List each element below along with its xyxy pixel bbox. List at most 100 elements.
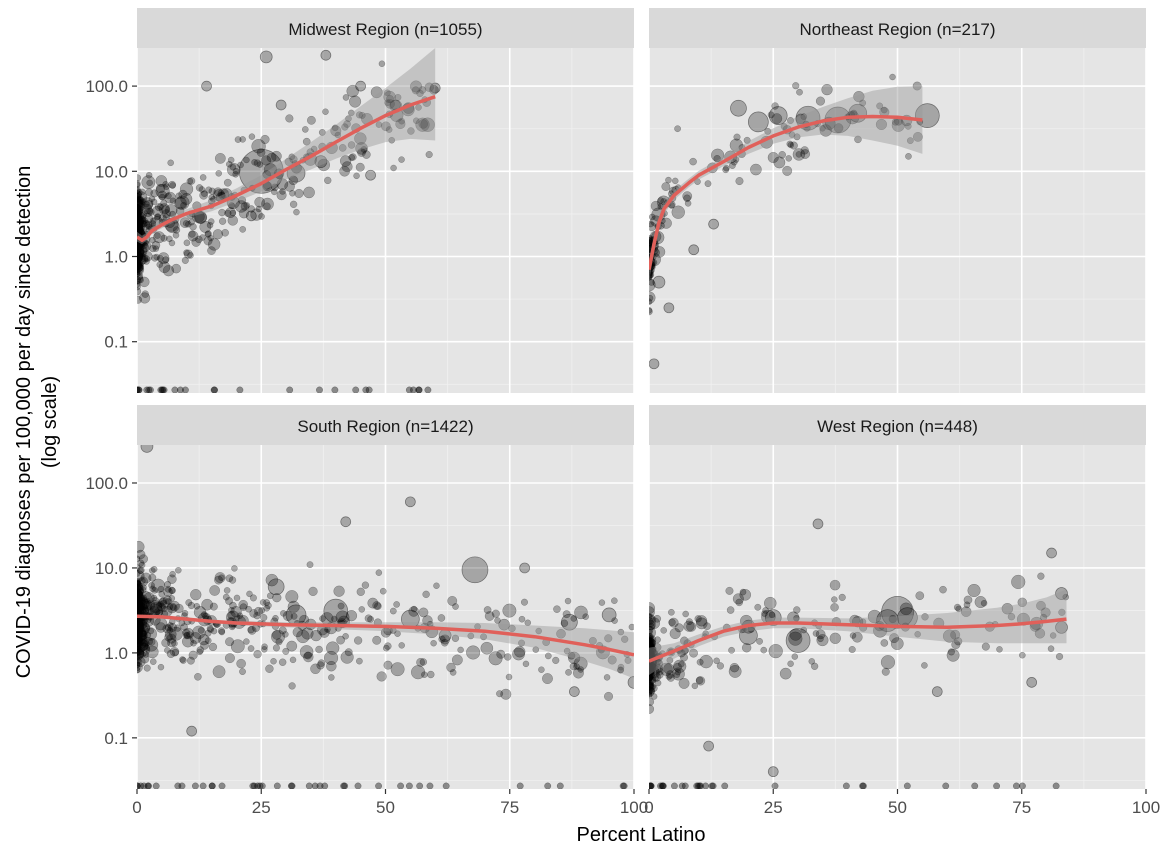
data-point xyxy=(137,590,141,598)
data-point xyxy=(154,213,161,221)
data-point xyxy=(206,625,214,632)
data-point xyxy=(196,646,205,654)
data-point xyxy=(164,580,172,588)
data-point xyxy=(649,665,656,673)
data-point xyxy=(137,216,142,225)
data-point xyxy=(172,226,181,234)
data-point xyxy=(222,593,230,601)
data-point xyxy=(649,648,653,655)
data-point xyxy=(438,635,446,643)
data-point-zero xyxy=(145,386,153,393)
data-point xyxy=(200,611,208,618)
data-point xyxy=(212,665,226,679)
data-point-large xyxy=(914,103,940,128)
data-point xyxy=(649,633,653,641)
data-point xyxy=(227,611,236,620)
data-point xyxy=(137,643,142,653)
facet-strip-label: South Region (n=1422) xyxy=(297,417,473,436)
data-point xyxy=(212,229,224,240)
data-point xyxy=(716,662,725,670)
data-point xyxy=(169,210,176,218)
data-point xyxy=(137,197,141,205)
data-point xyxy=(800,146,809,155)
data-point xyxy=(137,594,142,603)
data-point xyxy=(649,667,653,675)
data-point xyxy=(342,633,349,640)
data-point xyxy=(289,200,298,209)
data-point-zero xyxy=(199,782,207,789)
data-point xyxy=(208,194,216,201)
data-point xyxy=(187,601,196,610)
data-point xyxy=(732,156,740,163)
data-point xyxy=(649,298,653,306)
data-point xyxy=(830,603,839,612)
data-point xyxy=(649,619,656,631)
data-point xyxy=(764,127,772,135)
data-point xyxy=(139,188,146,196)
data-point xyxy=(659,662,673,676)
data-point xyxy=(376,671,387,682)
data-point xyxy=(137,635,144,650)
data-point-zero xyxy=(137,386,143,393)
data-point xyxy=(650,663,658,671)
data-point xyxy=(410,605,418,613)
data-point xyxy=(137,252,144,261)
data-point xyxy=(137,266,141,273)
data-point xyxy=(375,121,383,128)
data-point xyxy=(256,161,264,168)
data-point xyxy=(137,630,142,639)
data-point xyxy=(151,578,166,593)
data-point xyxy=(248,133,256,140)
data-point xyxy=(137,579,142,587)
data-point xyxy=(209,602,218,611)
data-point xyxy=(1040,607,1051,618)
data-point xyxy=(782,165,793,176)
data-point xyxy=(137,590,141,598)
data-point xyxy=(137,620,141,628)
data-point xyxy=(649,647,653,655)
data-point-zero xyxy=(258,782,266,789)
data-point xyxy=(137,657,142,665)
data-point xyxy=(145,600,156,610)
data-point xyxy=(649,662,657,674)
data-point-zero xyxy=(709,782,717,789)
data-point xyxy=(139,594,147,602)
data-point xyxy=(137,225,141,234)
data-point xyxy=(1062,593,1069,601)
data-point xyxy=(880,639,889,647)
data-point-zero xyxy=(903,782,911,789)
data-point xyxy=(137,598,147,612)
data-point-zero xyxy=(288,782,296,789)
data-point xyxy=(272,593,282,603)
data-point xyxy=(169,626,184,641)
data-point xyxy=(437,614,446,622)
data-point xyxy=(649,635,657,645)
data-point-zero xyxy=(681,782,689,789)
data-point xyxy=(137,648,141,656)
data-point xyxy=(695,676,706,686)
data-point xyxy=(290,612,298,620)
data-point xyxy=(187,177,196,185)
data-point-large xyxy=(365,169,376,181)
data-point-zero xyxy=(191,782,199,789)
data-point xyxy=(649,669,653,676)
data-point xyxy=(294,188,304,199)
data-point xyxy=(137,221,144,235)
data-point xyxy=(695,676,704,685)
data-point xyxy=(137,622,143,633)
data-point xyxy=(137,203,143,214)
data-point xyxy=(138,622,151,634)
data-point xyxy=(151,205,163,217)
data-point-zero xyxy=(678,782,686,789)
data-point xyxy=(141,175,156,190)
data-point xyxy=(915,591,925,601)
data-point xyxy=(137,601,141,610)
data-point xyxy=(440,634,451,645)
data-point xyxy=(137,599,144,610)
data-point xyxy=(904,122,912,130)
data-point xyxy=(137,602,141,610)
data-point-zero xyxy=(171,386,179,393)
data-point xyxy=(449,669,457,676)
data-point xyxy=(649,682,653,689)
data-point xyxy=(137,645,145,660)
